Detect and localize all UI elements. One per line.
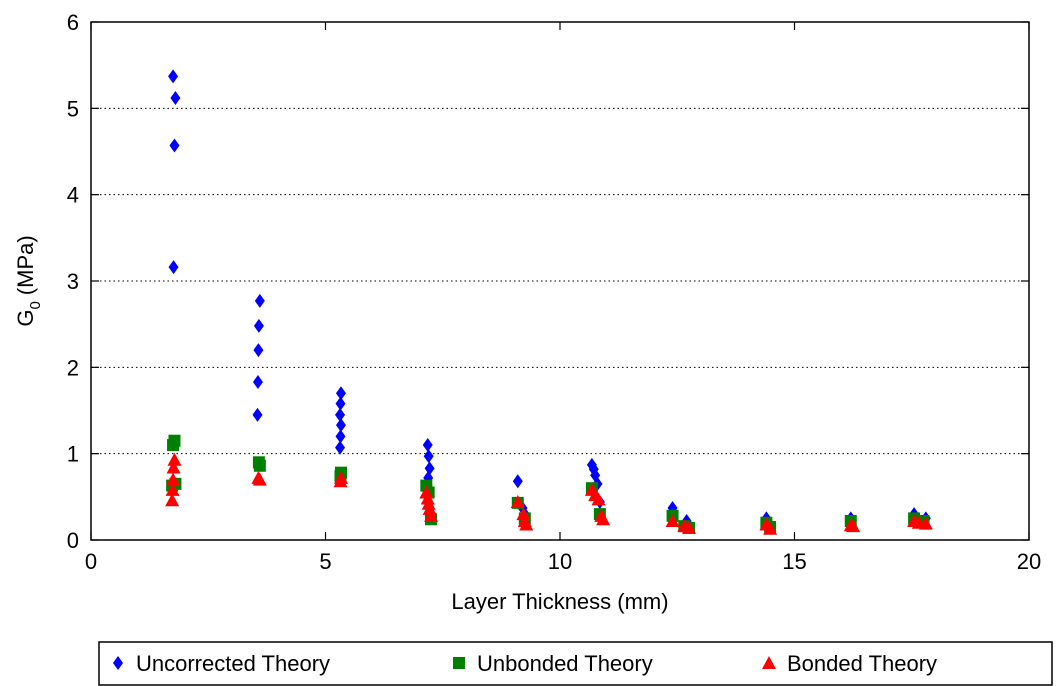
y-tick-label: 3 [67, 269, 79, 294]
legend-label-uncorrected-theory: Uncorrected Theory [136, 651, 330, 676]
x-tick-label: 5 [319, 549, 331, 574]
bonded-theory-point [419, 485, 434, 499]
bonded-theory-point [763, 521, 778, 535]
x-tick-label: 20 [1017, 549, 1041, 574]
uncorrected-theory-point [253, 318, 264, 333]
bonded-theory-point [665, 514, 680, 528]
data-points [165, 69, 933, 535]
uncorrected-theory-point [335, 418, 346, 433]
legend: Uncorrected Theory Unbonded Theory Bonded … [98, 641, 1053, 686]
uncorrected-theory-point [168, 260, 179, 275]
bonded-theory-point [421, 496, 436, 510]
unbonded-theory-point [253, 459, 266, 472]
bonded-theory-point [510, 495, 525, 509]
bonded-theory-point [165, 482, 180, 496]
uncorrected-theory-point [335, 440, 346, 455]
bonded-theory-point [165, 493, 180, 507]
x-tick-label: 15 [782, 549, 806, 574]
y-tick-label: 0 [67, 528, 79, 553]
uncorrected-theory-point [423, 449, 434, 464]
legend-label-bonded-theory: Bonded Theory [787, 651, 937, 676]
legend-marker-unbonded-theory [453, 657, 465, 669]
bonded-theory-point [333, 474, 348, 488]
uncorrected-theory-point [254, 293, 265, 308]
y-tick-label: 4 [67, 183, 79, 208]
bonded-theory-point [424, 508, 439, 522]
svg-text:G0(MPa): G0 (MPa) [13, 235, 44, 326]
legend-entry-uncorrected-theory: Uncorrected Theory [113, 651, 330, 676]
uncorrected-theory-point [424, 461, 435, 476]
bonded-theory-point [166, 460, 181, 474]
y-gridlines [91, 107, 1029, 455]
bonded-theory-point [167, 452, 182, 466]
axis-ticks: 0 5 10 15 20 0 1 2 3 4 5 6 [67, 10, 1041, 574]
legend-marker-bonded-theory [762, 656, 776, 669]
uncorrected-theory-point [253, 343, 264, 358]
y-axis-label: G0 (MPa) [13, 235, 44, 326]
series-bonded-theory [165, 452, 933, 535]
uncorrected-theory-point [169, 138, 180, 153]
bonded-theory-point [420, 491, 435, 505]
bonded-theory-point [681, 520, 696, 534]
legend-items: Uncorrected Theory Unbonded Theory Bonded … [113, 651, 937, 676]
bonded-theory-point [519, 517, 534, 531]
x-tick-label: 10 [548, 549, 572, 574]
x-tick-label: 0 [85, 549, 97, 574]
uncorrected-theory-point [335, 386, 346, 401]
bonded-theory-point [591, 492, 606, 506]
uncorrected-theory-point [335, 396, 346, 411]
x-axis-label: Layer Thickness (mm) [451, 589, 668, 614]
uncorrected-theory-point [252, 375, 263, 390]
uncorrected-theory-point [512, 474, 523, 489]
legend-entry-bonded-theory: Bonded Theory [762, 651, 937, 676]
bonded-theory-point [166, 472, 181, 486]
legend-label-unbonded-theory: Unbonded Theory [477, 651, 653, 676]
y-axis-label-main: G [13, 310, 38, 327]
y-tick-label: 5 [67, 96, 79, 121]
legend-marker-uncorrected-theory [113, 656, 123, 670]
legend-entry-unbonded-theory: Unbonded Theory [453, 651, 653, 676]
uncorrected-theory-point [335, 407, 346, 422]
y-tick-label: 1 [67, 442, 79, 467]
bonded-theory-point [918, 516, 933, 530]
uncorrected-theory-point [170, 90, 181, 105]
unbonded-theory-point [167, 439, 180, 452]
bonded-theory-point [596, 512, 611, 526]
uncorrected-theory-point [422, 438, 433, 453]
uncorrected-theory-point [252, 407, 263, 422]
legend-box [98, 641, 1053, 686]
y-axis-label-unit: (MPa) [13, 235, 38, 295]
bonded-theory-point [516, 507, 531, 521]
uncorrected-theory-point [168, 69, 179, 84]
bonded-theory-point [252, 472, 267, 486]
y-tick-label: 6 [67, 10, 79, 35]
y-axis-label-subscript: 0 [27, 301, 44, 309]
uncorrected-theory-point [335, 429, 346, 444]
bonded-theory-point [422, 501, 437, 515]
y-tick-label: 2 [67, 355, 79, 380]
bonded-theory-point [846, 519, 861, 533]
